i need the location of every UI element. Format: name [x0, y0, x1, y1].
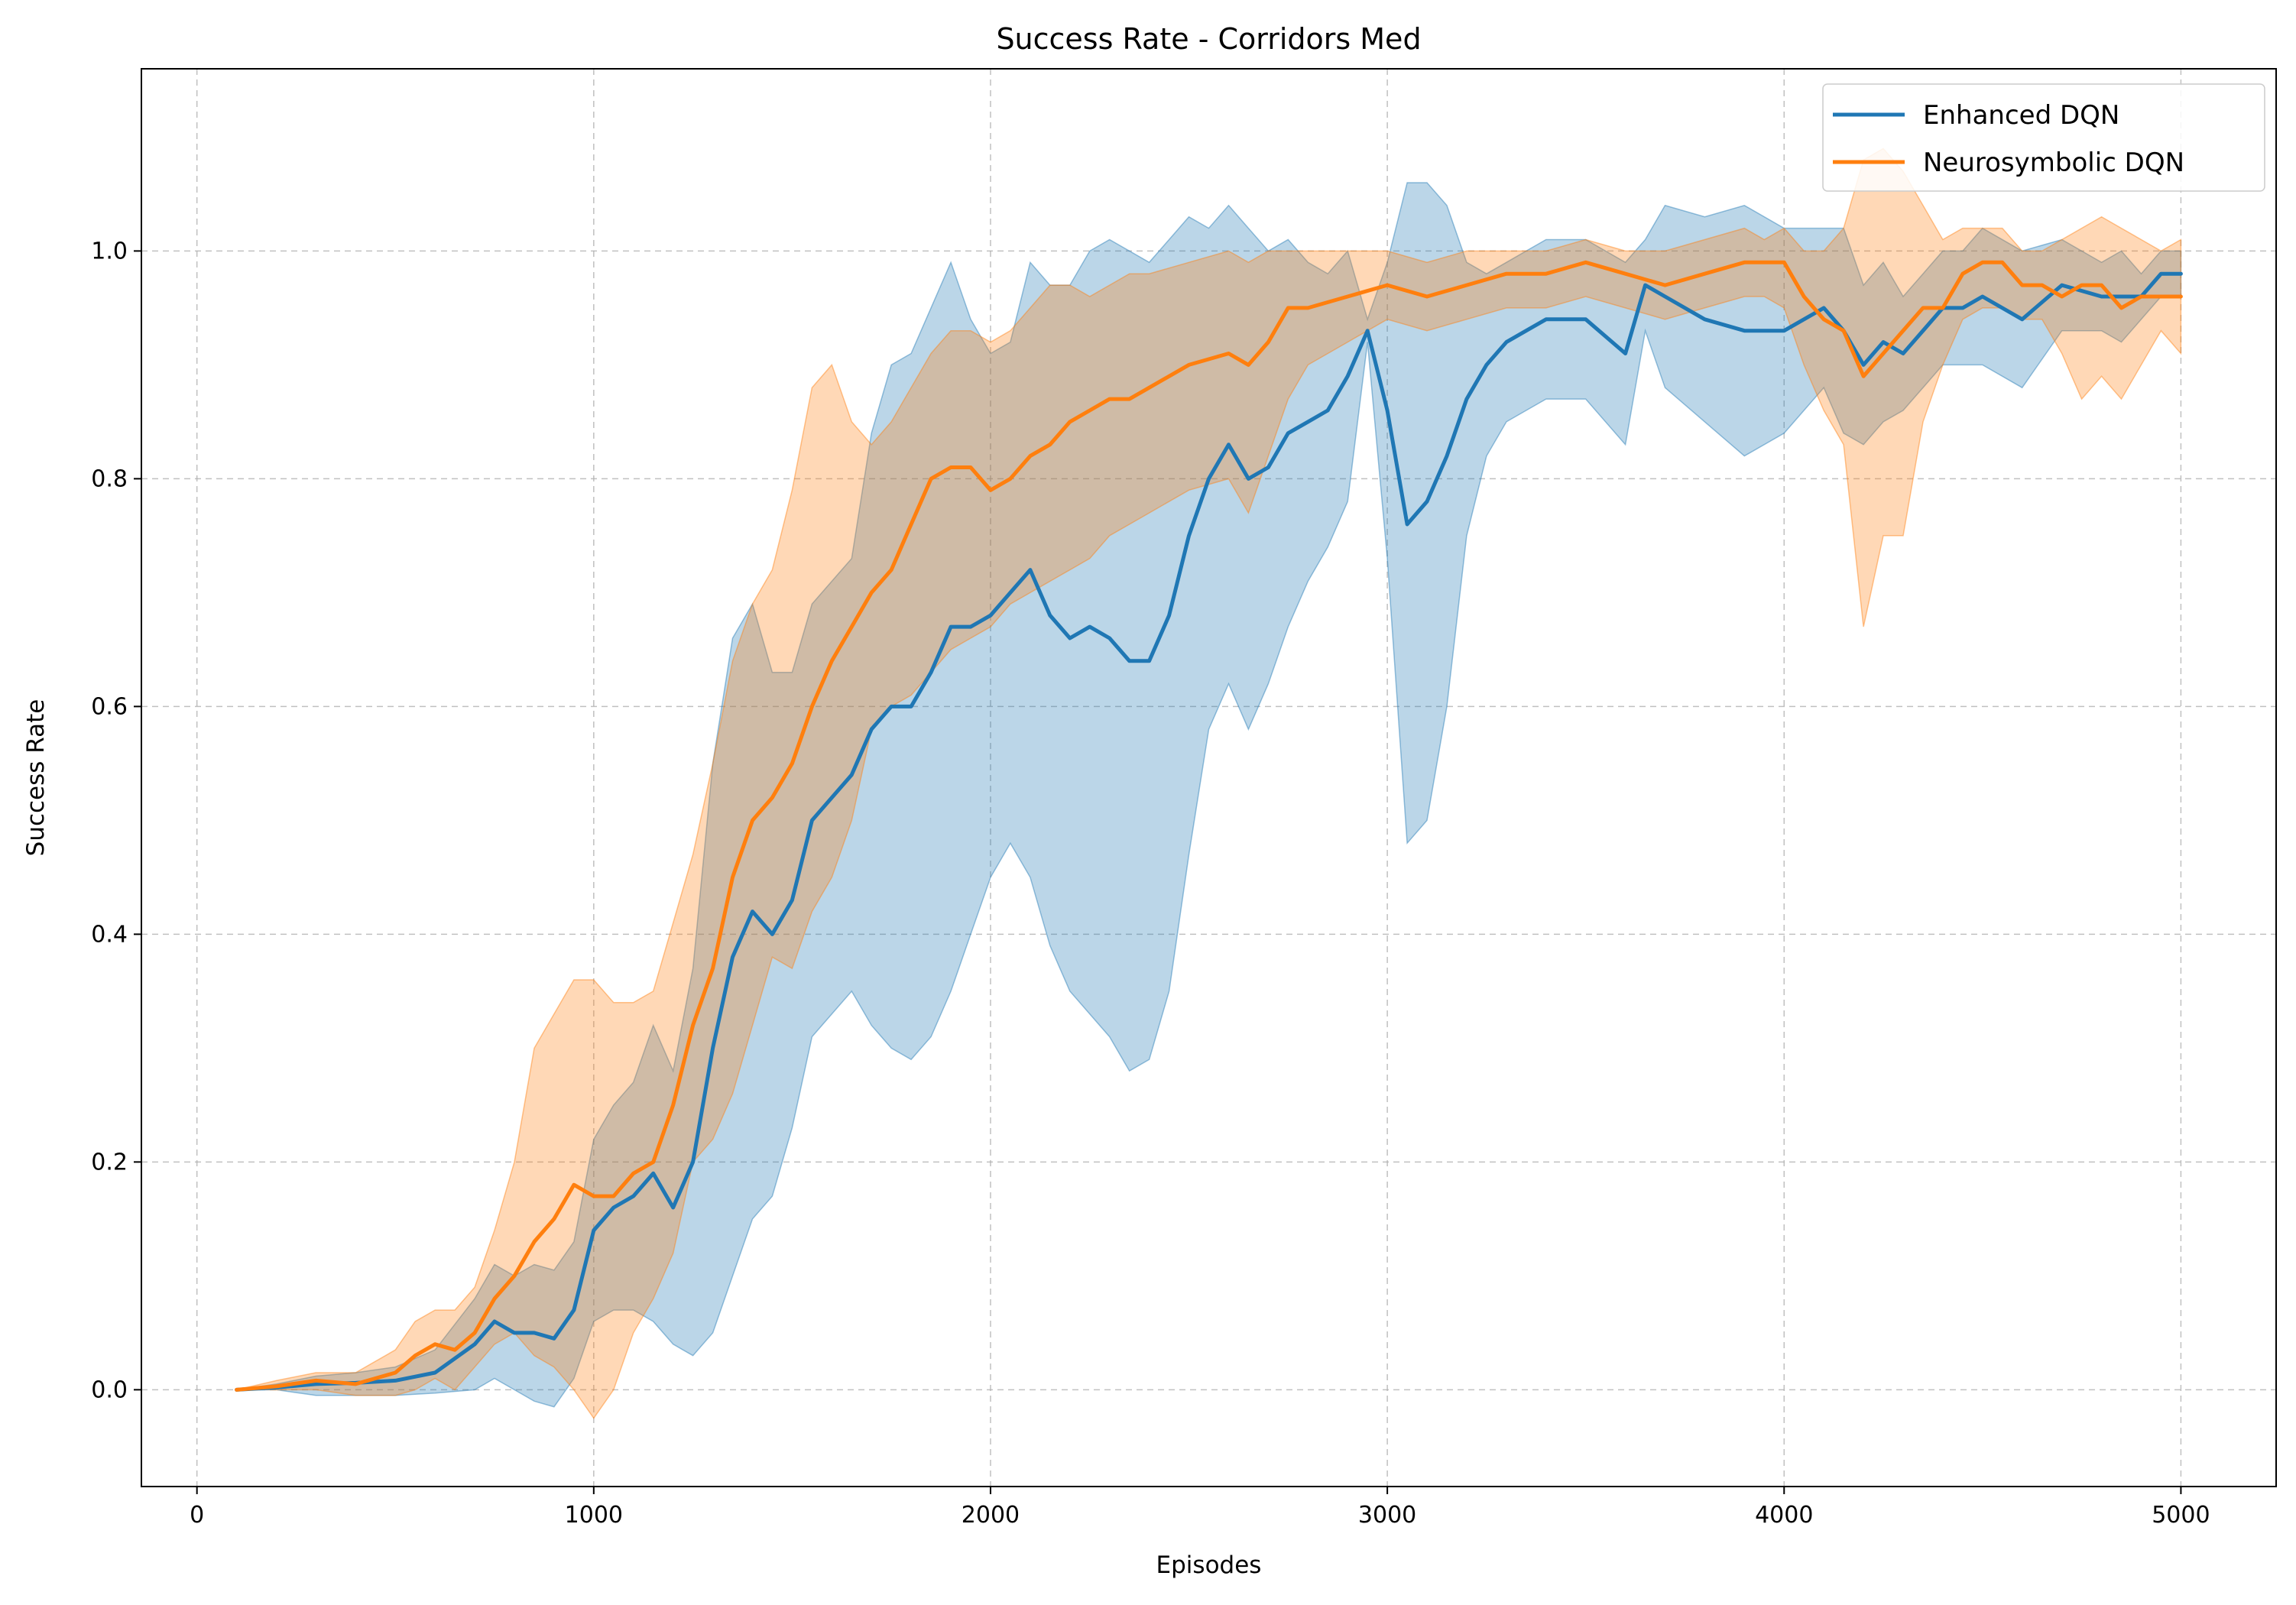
- legend: Enhanced DQN Neurosymbolic DQN: [1822, 83, 2265, 192]
- series-lines: [235, 260, 2183, 1392]
- legend-label-enhanced-dqn: Enhanced DQN: [1923, 100, 2119, 131]
- x-tick-label: 2000: [962, 1502, 1020, 1529]
- x-axis-title: Episodes: [1156, 1552, 1262, 1579]
- x-tick-label: 3000: [1358, 1502, 1416, 1529]
- x-tick-label: 0: [190, 1502, 204, 1529]
- chart-title: Success Rate - Corridors Med: [996, 22, 1421, 56]
- y-tick-label: 0.0: [91, 1376, 128, 1403]
- y-tick-label: 0.4: [91, 921, 128, 948]
- line-neurosymbolic-dqn: [235, 260, 2183, 1392]
- legend-label-neurosymbolic-dqn: Neurosymbolic DQN: [1923, 148, 2184, 178]
- y-tick-label: 0.8: [91, 465, 128, 492]
- y-axis-title: Success Rate: [22, 699, 50, 857]
- x-tick-label: 4000: [1755, 1502, 1813, 1529]
- x-tick-label: 1000: [565, 1502, 623, 1529]
- y-tick-label: 0.6: [91, 693, 128, 720]
- x-tick-label: 5000: [2152, 1502, 2210, 1529]
- ticks: 0 1000 2000 3000 4000 5000 0.0 0.2 0.4 0.6 0.8 1.0: [91, 238, 2210, 1529]
- plot-frame: [141, 68, 2277, 1487]
- y-tick-label: 1.0: [91, 238, 128, 264]
- grid: [141, 69, 2276, 1487]
- legend-box: [1822, 83, 2265, 192]
- y-tick-label: 0.2: [91, 1149, 128, 1175]
